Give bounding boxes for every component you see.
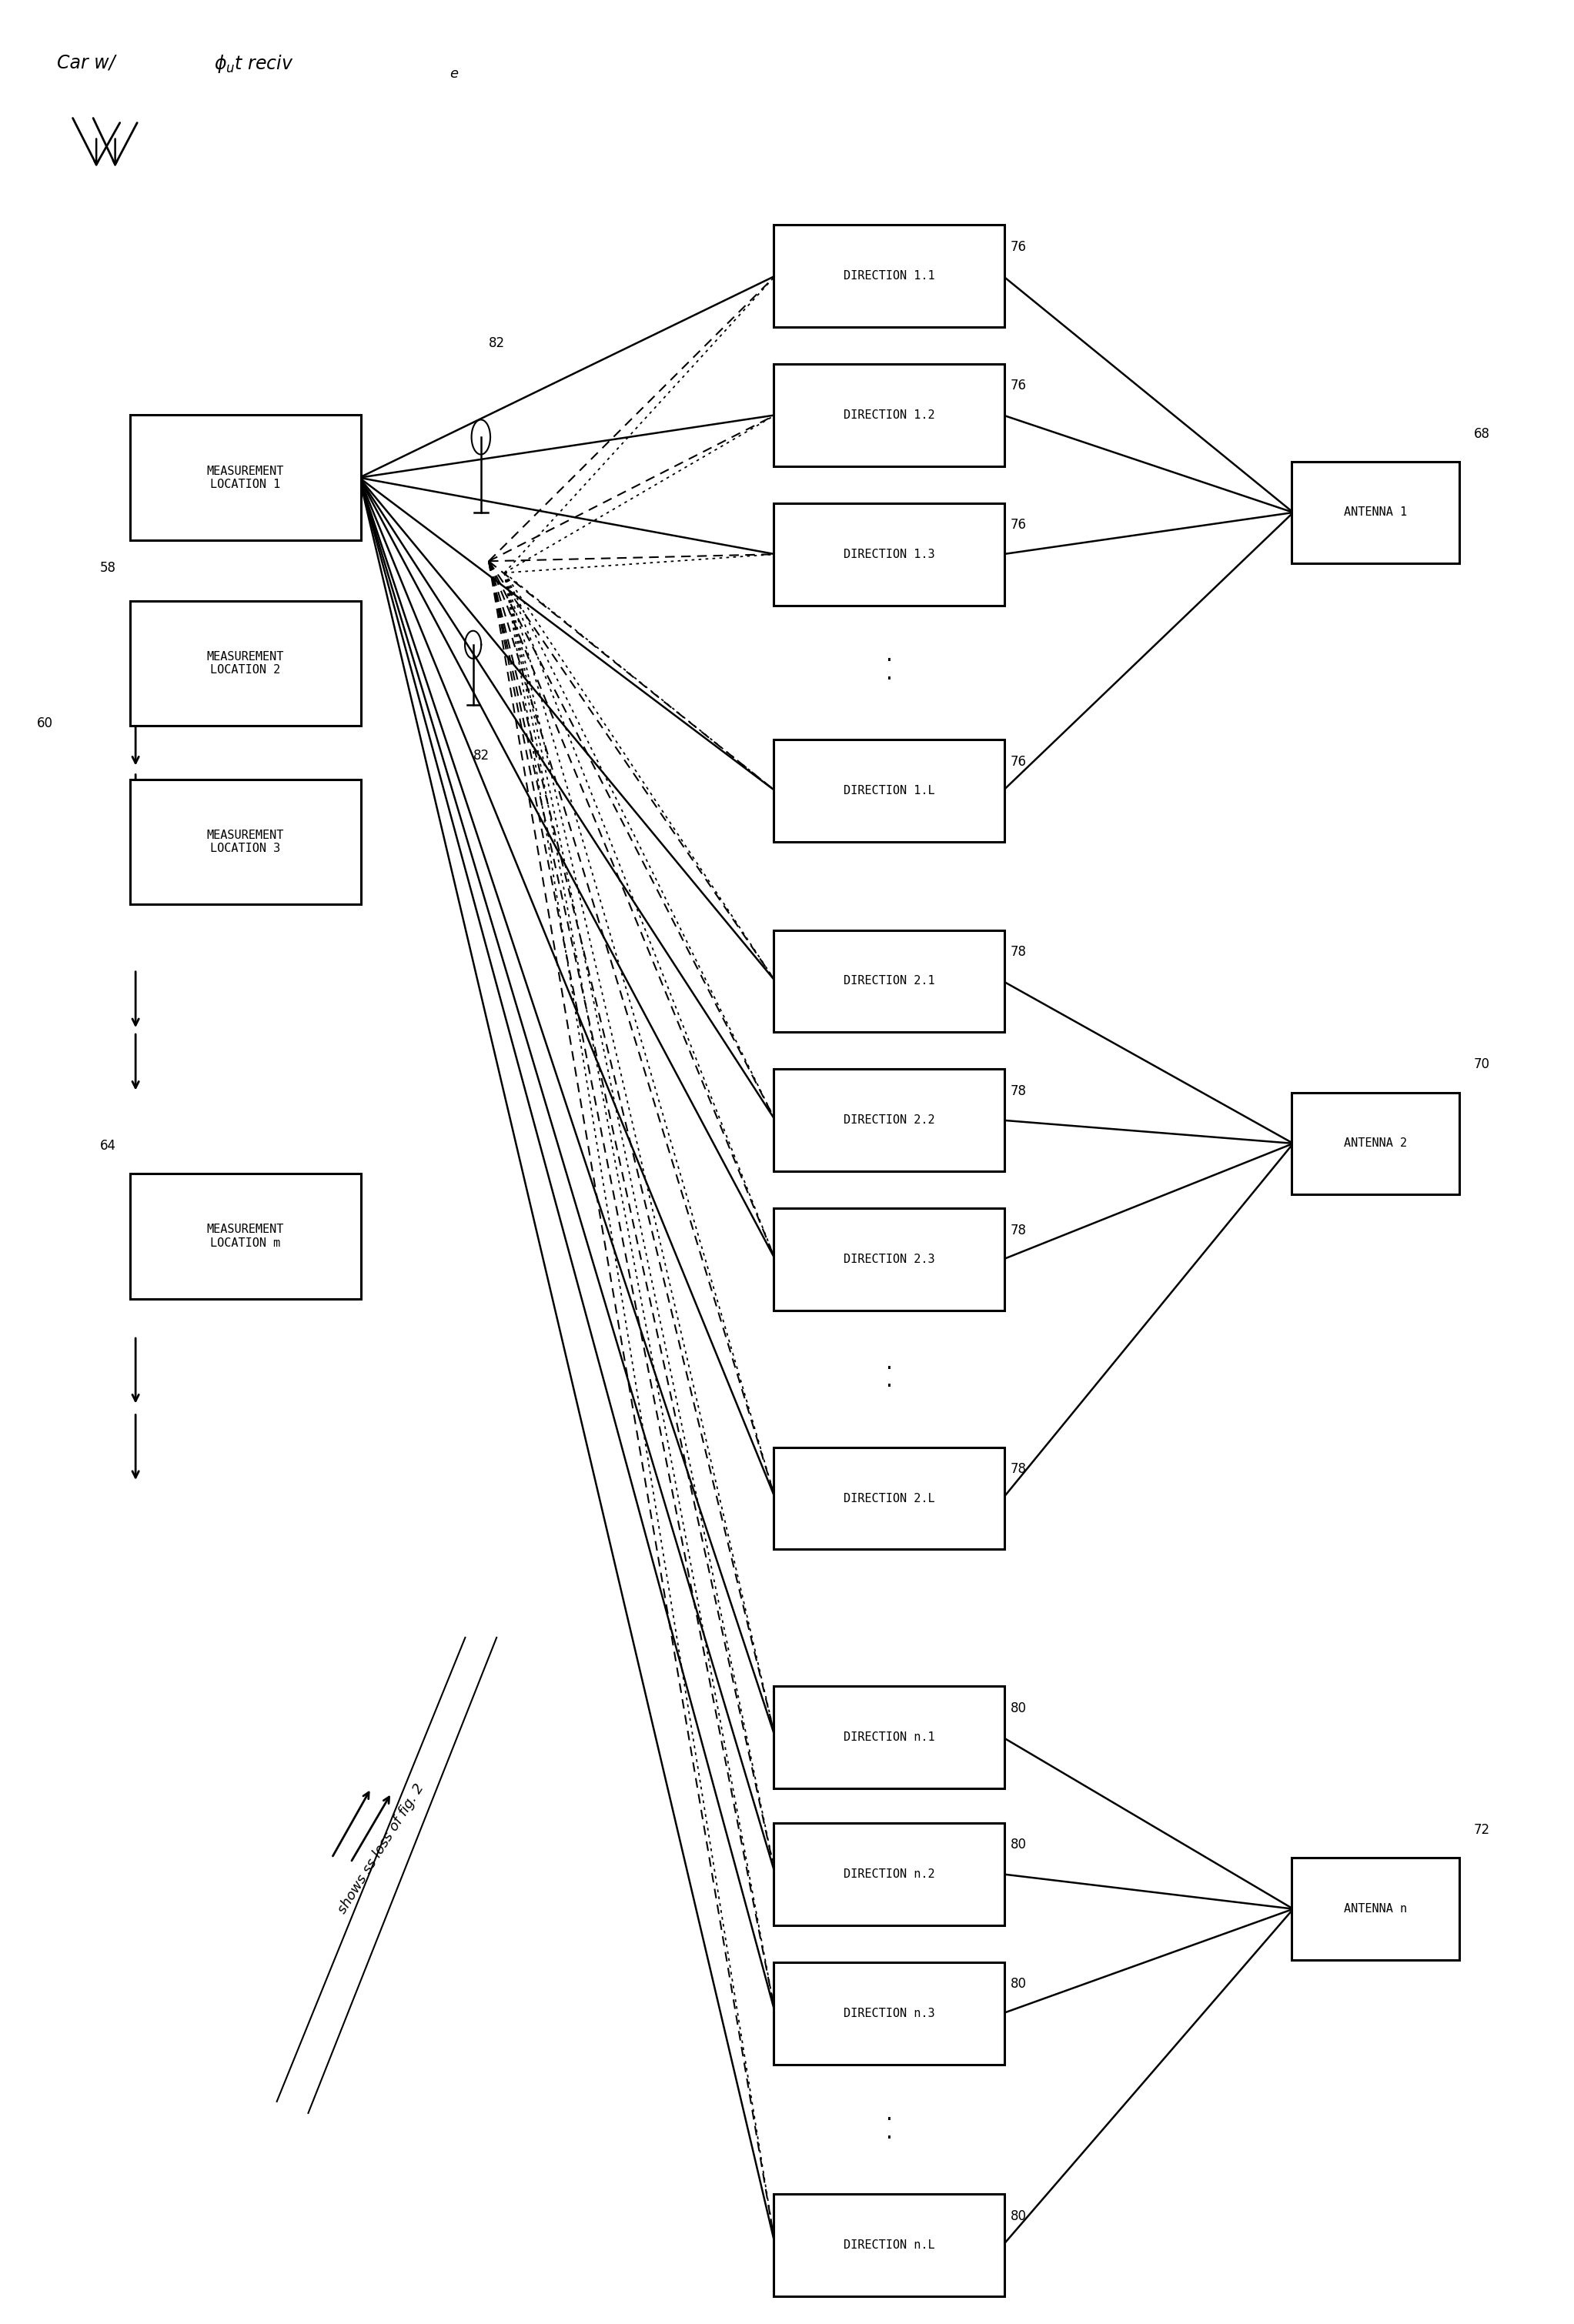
- Text: MEASUREMENT
LOCATION 1: MEASUREMENT LOCATION 1: [206, 465, 283, 490]
- FancyBboxPatch shape: [1292, 1092, 1459, 1195]
- Text: ·
·: · ·: [886, 2110, 892, 2150]
- Text: DIRECTION 2.1: DIRECTION 2.1: [844, 976, 935, 988]
- Text: ANTENNA 1: ANTENNA 1: [1344, 507, 1407, 518]
- Text: DIRECTION 1.1: DIRECTION 1.1: [844, 270, 935, 281]
- Text: 76: 76: [1011, 379, 1026, 393]
- Text: DIRECTION n.2: DIRECTION n.2: [844, 1868, 935, 1880]
- FancyBboxPatch shape: [774, 930, 1004, 1032]
- FancyBboxPatch shape: [774, 365, 1004, 467]
- FancyBboxPatch shape: [774, 1069, 1004, 1171]
- Text: 76: 76: [1011, 518, 1026, 532]
- Text: 80: 80: [1011, 1701, 1026, 1715]
- Text: 72: 72: [1473, 1824, 1491, 1836]
- FancyBboxPatch shape: [774, 739, 1004, 841]
- Text: ·
·: · ·: [886, 651, 892, 690]
- Text: 78: 78: [1011, 946, 1026, 960]
- FancyBboxPatch shape: [774, 1961, 1004, 2064]
- Text: DIRECTION 2.3: DIRECTION 2.3: [844, 1253, 935, 1264]
- Text: 68: 68: [1473, 428, 1491, 442]
- Text: shows ss loss of fig. 2: shows ss loss of fig. 2: [335, 1780, 427, 1915]
- Text: DIRECTION n.1: DIRECTION n.1: [844, 1731, 935, 1743]
- Text: ·
·: · ·: [886, 1357, 892, 1397]
- Text: 60: 60: [38, 716, 54, 730]
- Text: DIRECTION 1.2: DIRECTION 1.2: [844, 409, 935, 421]
- Text: $\phi_{u}$t reciv: $\phi_{u}$t reciv: [214, 53, 294, 74]
- Text: MEASUREMENT
LOCATION 3: MEASUREMENT LOCATION 3: [206, 830, 283, 855]
- Text: ANTENNA n: ANTENNA n: [1344, 1903, 1407, 1915]
- FancyBboxPatch shape: [774, 1687, 1004, 1789]
- FancyBboxPatch shape: [131, 779, 360, 904]
- Text: MEASUREMENT
LOCATION 2: MEASUREMENT LOCATION 2: [206, 651, 283, 676]
- Text: 70: 70: [1473, 1057, 1491, 1071]
- Text: DIRECTION 1.3: DIRECTION 1.3: [844, 548, 935, 560]
- Text: DIRECTION 2.2: DIRECTION 2.2: [844, 1116, 935, 1127]
- Text: DIRECTION 1.L: DIRECTION 1.L: [844, 786, 935, 797]
- Text: ANTENNA 2: ANTENNA 2: [1344, 1139, 1407, 1148]
- Text: 82: 82: [490, 337, 505, 351]
- Text: 82: 82: [474, 748, 490, 762]
- Text: MEASUREMENT
LOCATION m: MEASUREMENT LOCATION m: [206, 1225, 283, 1248]
- Text: 76: 76: [1011, 755, 1026, 769]
- Text: Car w/: Car w/: [57, 53, 115, 72]
- Text: 80: 80: [1011, 1838, 1026, 1852]
- FancyBboxPatch shape: [774, 1822, 1004, 1924]
- Text: 64: 64: [99, 1139, 116, 1153]
- FancyBboxPatch shape: [774, 1208, 1004, 1311]
- FancyBboxPatch shape: [774, 2194, 1004, 2296]
- Text: 78: 78: [1011, 1462, 1026, 1476]
- Text: 80: 80: [1011, 2210, 1026, 2224]
- FancyBboxPatch shape: [131, 600, 360, 725]
- FancyBboxPatch shape: [1292, 1857, 1459, 1959]
- FancyBboxPatch shape: [774, 1448, 1004, 1550]
- Text: 76: 76: [1011, 239, 1026, 253]
- Text: e: e: [450, 67, 458, 81]
- FancyBboxPatch shape: [774, 504, 1004, 604]
- Text: 80: 80: [1011, 1978, 1026, 1992]
- Text: DIRECTION n.L: DIRECTION n.L: [844, 2240, 935, 2252]
- FancyBboxPatch shape: [131, 416, 360, 539]
- Text: 78: 78: [1011, 1083, 1026, 1097]
- FancyBboxPatch shape: [774, 225, 1004, 328]
- FancyBboxPatch shape: [1292, 462, 1459, 562]
- Text: 58: 58: [99, 560, 116, 574]
- Text: DIRECTION 2.L: DIRECTION 2.L: [844, 1492, 935, 1504]
- FancyBboxPatch shape: [131, 1174, 360, 1299]
- Text: 78: 78: [1011, 1222, 1026, 1236]
- Text: DIRECTION n.3: DIRECTION n.3: [844, 2008, 935, 2020]
